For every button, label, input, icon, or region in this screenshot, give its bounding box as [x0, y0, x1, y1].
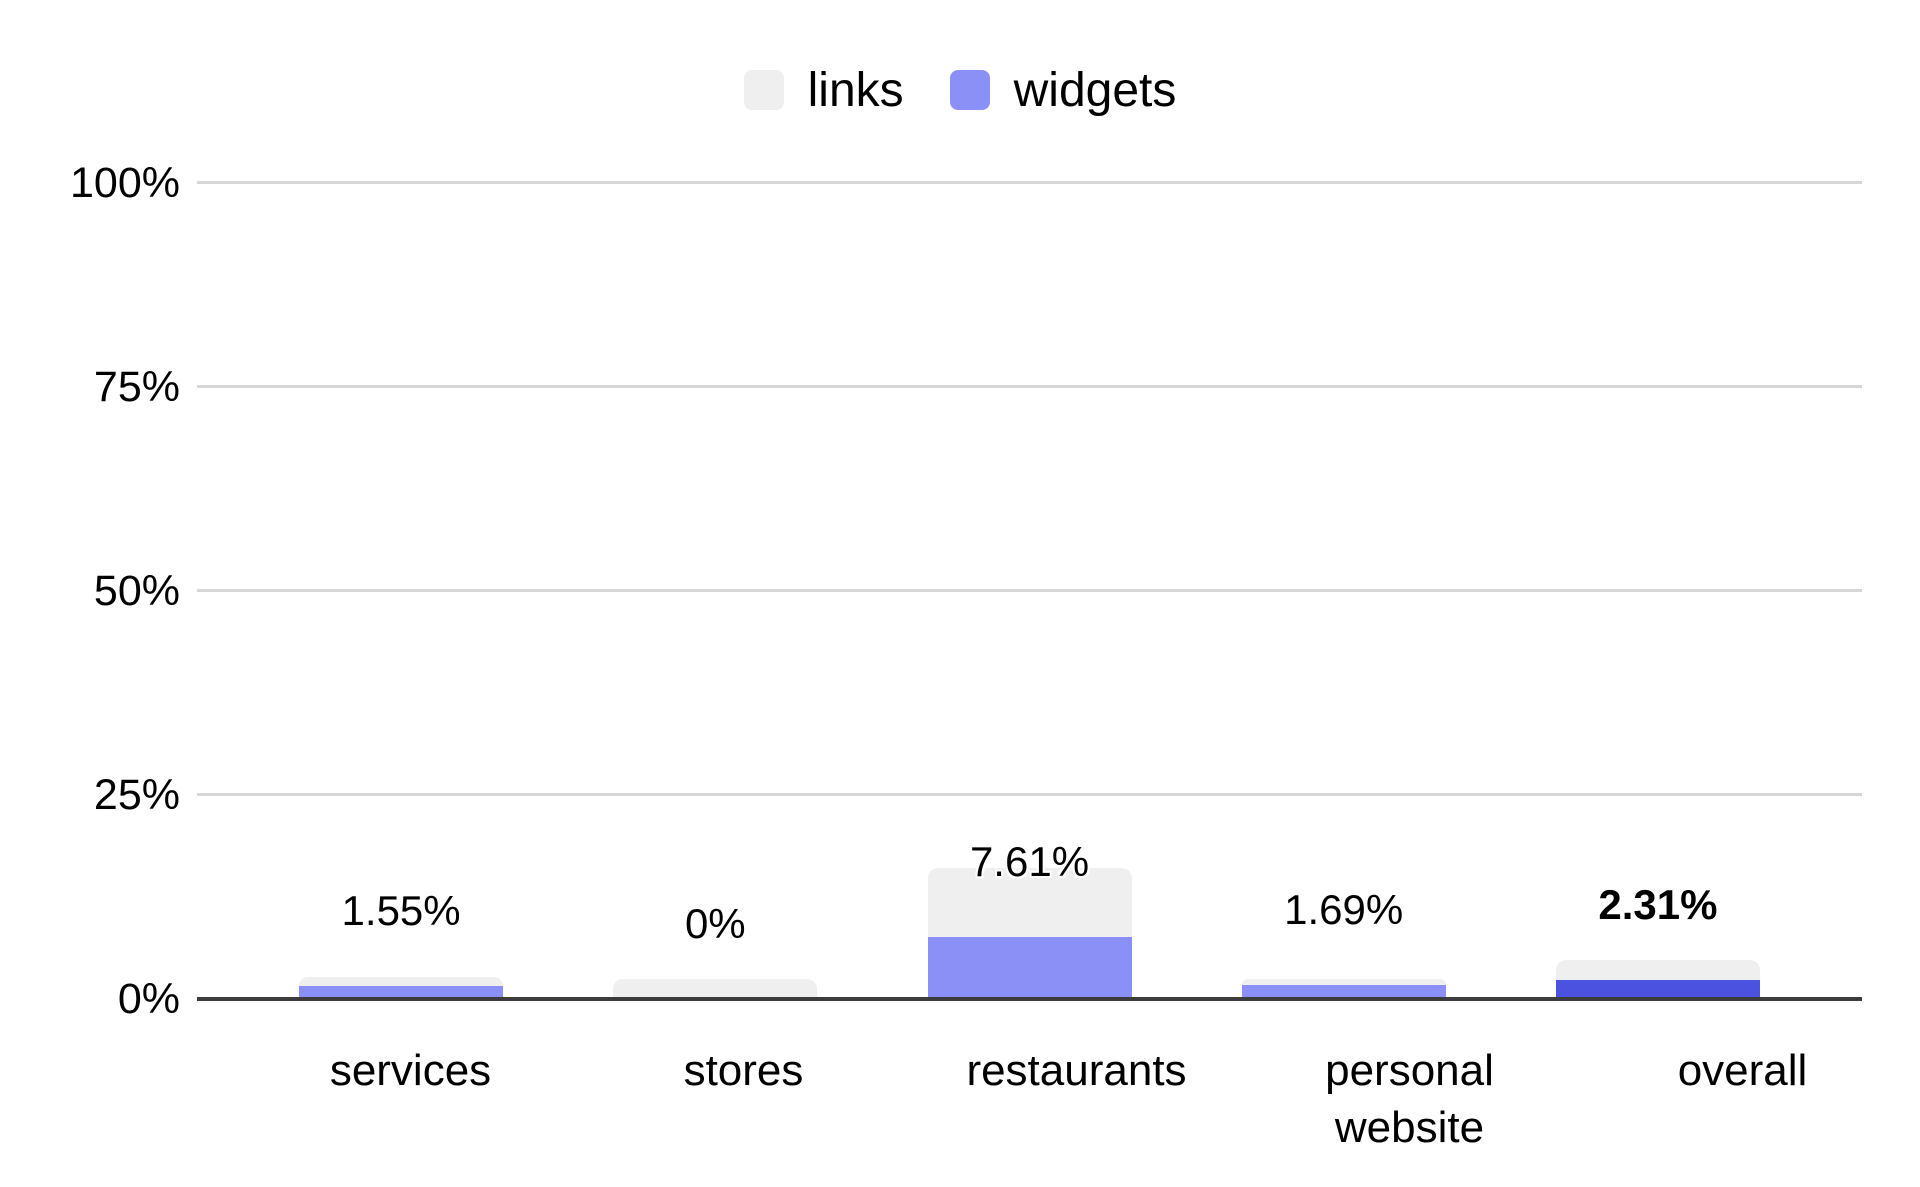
gridline-75 — [197, 385, 1862, 388]
category-slot: stores — [577, 1042, 910, 1156]
links-segment[interactable] — [1241, 978, 1446, 986]
data-label-restaurants: 7.61% — [969, 837, 1090, 885]
links-segment[interactable] — [299, 976, 504, 987]
gridline-50 — [197, 589, 1862, 592]
widgets-swatch-icon — [949, 70, 990, 110]
stacked-bar-overall — [1555, 959, 1760, 999]
legend-label-links: links — [807, 63, 904, 117]
data-label-personal-website: 1.69% — [1284, 886, 1404, 934]
bar-slot-restaurants: 7.61% — [872, 183, 1186, 999]
y-axis-label-0: 0% — [117, 975, 180, 1023]
stacked-bar-services — [299, 976, 504, 999]
widgets-segment[interactable] — [299, 986, 504, 999]
legend-item-widgets[interactable]: widgets — [949, 63, 1177, 118]
y-axis-label-75: 75% — [93, 363, 180, 411]
bar-slot-overall: 2.31% — [1501, 183, 1815, 999]
category-label-personal-website: personal website — [1325, 1046, 1494, 1152]
data-label-services: 1.55% — [341, 887, 461, 935]
category-slot: restaurants — [910, 1042, 1243, 1156]
y-axis-labels: 0% 25% 50% 75% 100% — [0, 159, 180, 1023]
x-axis-category-labels: services stores restaurants personal websit… — [197, 1042, 1920, 1156]
y-axis-label-25: 25% — [93, 771, 180, 819]
y-axis-label-100: 100% — [70, 159, 180, 207]
x-axis-line — [197, 997, 1862, 1001]
data-label-stores: 0% — [684, 900, 746, 947]
category-label-restaurants: restaurants — [966, 1046, 1187, 1095]
gridline-25 — [197, 793, 1862, 796]
links-segment[interactable] — [927, 868, 1132, 937]
category-slot: personal website — [1243, 1042, 1576, 1156]
links-swatch-icon — [743, 70, 784, 110]
stacked-bar-stores — [613, 979, 818, 999]
category-slot: services — [244, 1042, 577, 1156]
y-axis-label-50: 50% — [93, 567, 180, 615]
legend-item-links[interactable]: links — [743, 63, 904, 118]
bars-row: 1.55% 0% 7.61% 1.69% 2.31% — [197, 183, 1862, 999]
data-label-overall: 2.31% — [1598, 881, 1718, 929]
bar-slot-stores: 0% — [558, 183, 872, 999]
bar-slot-personal-website: 1.69% — [1187, 183, 1501, 999]
category-label-overall: overall — [1677, 1046, 1808, 1095]
widgets-segment[interactable] — [1555, 980, 1760, 999]
plot-area: 1.55% 0% 7.61% 1.69% 2.31% — [197, 181, 1862, 1001]
links-segment[interactable] — [613, 979, 818, 999]
widgets-segment[interactable] — [1241, 985, 1446, 999]
category-slot: overall — [1576, 1042, 1909, 1156]
stacked-bar-restaurants — [927, 868, 1132, 999]
category-label-services: services — [329, 1046, 492, 1095]
bar-slot-services: 1.55% — [244, 183, 558, 999]
legend-label-widgets: widgets — [1013, 63, 1177, 117]
widgets-segment[interactable] — [927, 936, 1132, 999]
category-label-stores: stores — [683, 1046, 804, 1095]
stacked-bar-personal-website — [1241, 978, 1446, 999]
gridline-100 — [197, 181, 1862, 184]
links-segment[interactable] — [1555, 959, 1760, 981]
legend: links widgets — [0, 58, 1920, 122]
